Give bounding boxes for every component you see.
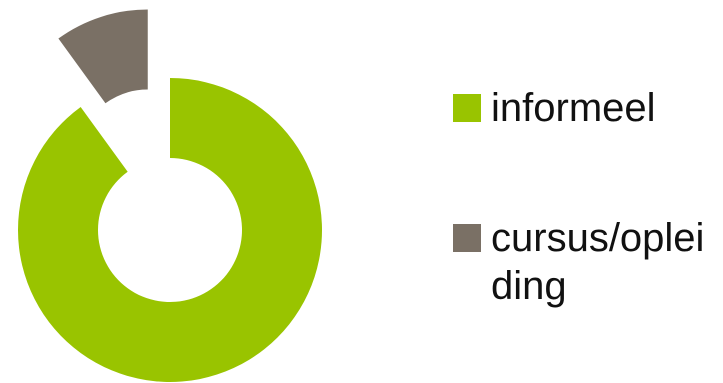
donut-slice-informeel bbox=[17, 78, 322, 382]
donut-slice-cursus-opleiding bbox=[58, 9, 148, 104]
